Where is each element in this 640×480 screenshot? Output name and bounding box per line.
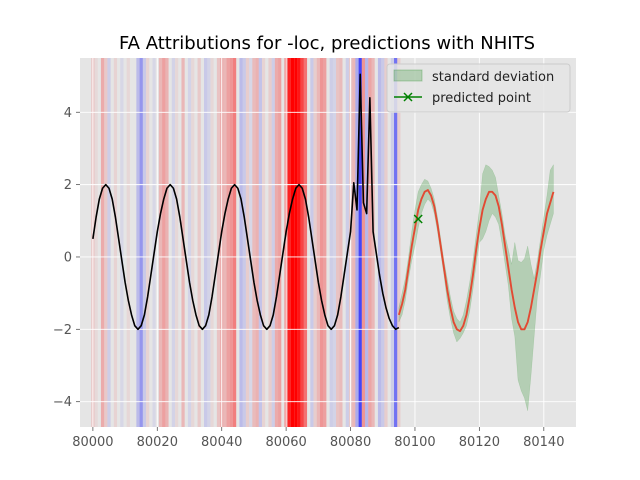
attribution-band-3: [104, 58, 108, 427]
attribution-band-1: [94, 58, 98, 427]
attribution-band-20: [191, 58, 195, 427]
attribution-band-7: [126, 58, 130, 427]
attribution-band-42: [278, 58, 282, 427]
attribution-band-9: [139, 58, 143, 427]
attribution-band-39: [268, 58, 272, 427]
attribution-band-19: [187, 58, 192, 427]
attribution-band-28: [226, 58, 230, 427]
legend-frame: [386, 63, 571, 113]
attribution-band-35: [252, 58, 256, 427]
plot-area: [80, 58, 576, 427]
attribution-band-21: [197, 58, 201, 427]
attribution-band-54: [323, 58, 327, 427]
attribution-band-23: [207, 58, 211, 427]
legend-std-label: standard deviation: [432, 70, 554, 85]
attribution-band-32: [242, 58, 246, 427]
legend-point-marker: [403, 92, 413, 102]
attribution-band-41: [274, 58, 279, 427]
attribution-band-4: [107, 58, 111, 427]
x-tick-label-6: 80120: [459, 435, 500, 450]
y-tick-label-4: 4: [64, 106, 72, 121]
attribution-band-16: [171, 58, 176, 427]
chart-title: FA Attributions for -loc, predictions wi…: [119, 33, 535, 54]
attribution-band-5: [113, 58, 118, 427]
attribution-band-67: [371, 58, 375, 427]
attribution-band-52: [316, 58, 320, 427]
x-tick-label-5: 80100: [394, 435, 435, 450]
legend-std-patch: [393, 69, 423, 82]
attribution-band-10: [142, 58, 147, 427]
attribution-band-27: [223, 58, 227, 427]
attribution-band-47: [297, 58, 301, 427]
legend-point-label: predicted point: [432, 91, 531, 106]
forecast-line: [397, 189, 555, 333]
attribution-band-61: [352, 58, 356, 427]
attribution-band-48: [300, 58, 304, 427]
predicted-point-marker: [413, 214, 423, 224]
attribution-band-56: [332, 58, 337, 427]
attribution-band-53: [319, 58, 324, 427]
attribution-band-49: [303, 58, 308, 427]
legend: standard deviation predicted point: [386, 63, 571, 113]
attribution-band-11: [146, 58, 150, 427]
attribution-band-73: [397, 58, 401, 427]
attribution-band-29: [229, 58, 233, 427]
attribution-band-31: [239, 58, 243, 427]
attribution-band-46: [294, 58, 298, 427]
x-axis-ticks: 80000 80020 80040 80060 80080 80100 80120 80140: [72, 427, 564, 450]
attribution-band-59: [345, 58, 349, 427]
marker-layer: [413, 214, 423, 224]
attribution-band-55: [329, 58, 333, 427]
attribution-band-62: [355, 58, 359, 427]
attribution-band-24: [210, 58, 214, 427]
attribution-band-64: [361, 58, 366, 427]
attribution-band-6: [120, 58, 124, 427]
attribution-band-44: [287, 58, 291, 427]
x-tick-label-3: 80060: [265, 435, 306, 450]
attribution-band-30: [232, 58, 237, 427]
history-line: [92, 73, 400, 331]
y-tick-label-0: −4: [53, 395, 72, 410]
attribution-band-70: [384, 58, 388, 427]
x-tick-label-4: 80080: [330, 435, 371, 450]
attribution-band-15: [165, 58, 169, 427]
attribution-band-17: [175, 58, 179, 427]
attribution-band-69: [381, 58, 385, 427]
attribution-band-38: [261, 58, 266, 427]
y-axis-ticks: −4 −2 0 2 4: [53, 106, 80, 410]
attribution-band-45: [290, 58, 295, 427]
lines-layer: [92, 73, 555, 333]
attribution-band-12: [152, 58, 156, 427]
x-tick-label-0: 80000: [72, 435, 113, 450]
grid: [80, 58, 576, 427]
x-tick-label-2: 80040: [201, 435, 242, 450]
attribution-band-40: [271, 58, 275, 427]
attribution-band-8: [136, 58, 140, 427]
attribution-band-2: [100, 58, 105, 427]
attribution-band-34: [249, 58, 253, 427]
y-tick-label-3: 2: [64, 178, 72, 193]
attribution-band-51: [313, 58, 317, 427]
attribution-band-65: [365, 58, 369, 427]
attribution-band-14: [162, 58, 166, 427]
attribution-band-13: [158, 58, 163, 427]
attribution-bands: [91, 58, 401, 427]
attribution-band-22: [204, 58, 208, 427]
attribution-band-37: [258, 58, 262, 427]
attribution-band-63: [358, 58, 362, 427]
y-tick-label-2: 0: [64, 250, 72, 265]
attribution-band-57: [336, 58, 340, 427]
attribution-band-25: [216, 58, 221, 427]
attribution-band-66: [368, 58, 372, 427]
attribution-band-68: [377, 58, 382, 427]
attribution-band-71: [390, 58, 395, 427]
attribution-band-72: [394, 58, 398, 427]
attribution-band-58: [339, 58, 343, 427]
attribution-band-36: [255, 58, 259, 427]
x-tick-label-7: 80140: [523, 435, 564, 450]
x-tick-label-1: 80020: [137, 435, 178, 450]
y-tick-label-1: −2: [53, 323, 72, 338]
